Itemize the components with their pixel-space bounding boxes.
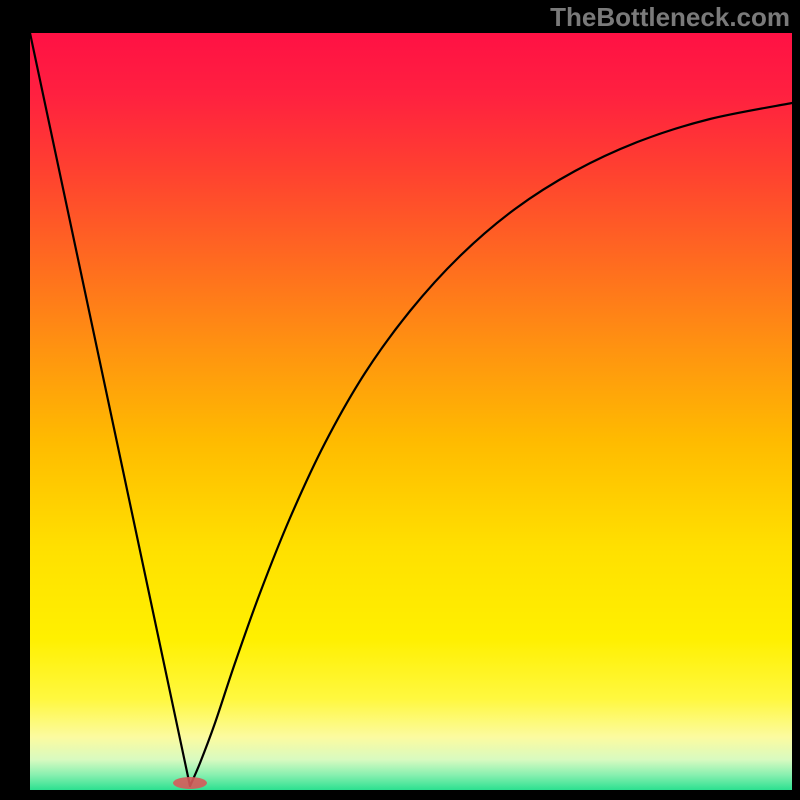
watermark-text: TheBottleneck.com	[550, 2, 790, 33]
plot-area	[30, 33, 792, 790]
gradient-background	[30, 33, 792, 790]
minimum-marker	[173, 777, 207, 789]
